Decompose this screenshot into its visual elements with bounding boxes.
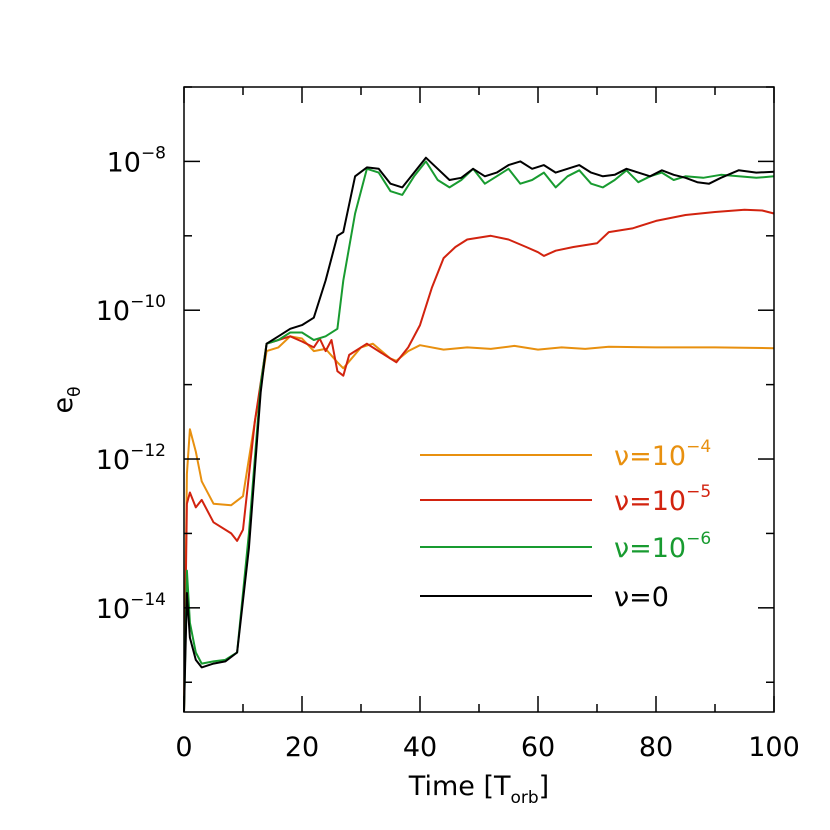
legend: ν=10−4 ν=10−5 ν=10−6 ν=0: [420, 437, 711, 613]
ticks-layer: [183, 86, 775, 712]
series-layer: [183, 156, 775, 713]
x-axis-title: Time [Torb]: [408, 771, 549, 808]
legend-label-2: ν=10−6: [614, 529, 711, 564]
x-tick-label-5: 100: [748, 732, 800, 763]
x-tick-label-1: 20: [285, 732, 319, 763]
y-tick-label-3: 10−8: [107, 143, 166, 178]
legend-label-0: ν=10−4: [614, 437, 711, 472]
y-tick-label-2: 10−10: [96, 292, 166, 327]
series-line-1: [183, 208, 775, 713]
legend-label-1: ν=10−5: [614, 482, 711, 517]
x-tick-label-2: 40: [403, 732, 437, 763]
legend-label-3: ν=0: [614, 582, 669, 613]
y-tick-label-0: 10−14: [96, 590, 166, 625]
x-tick-label-4: 80: [639, 732, 673, 763]
series-line-0: [183, 335, 775, 713]
labels-layer: 0 20 40 60 80 100 10−14 10−12 10−10 10−8 Time [Tor…: [48, 143, 800, 808]
series-line-3: [183, 156, 775, 713]
x-tick-label-3: 60: [521, 732, 555, 763]
x-tick-label-0: 0: [175, 732, 192, 763]
y-axis-title: eθ: [48, 386, 85, 413]
y-tick-label-1: 10−12: [96, 441, 166, 476]
